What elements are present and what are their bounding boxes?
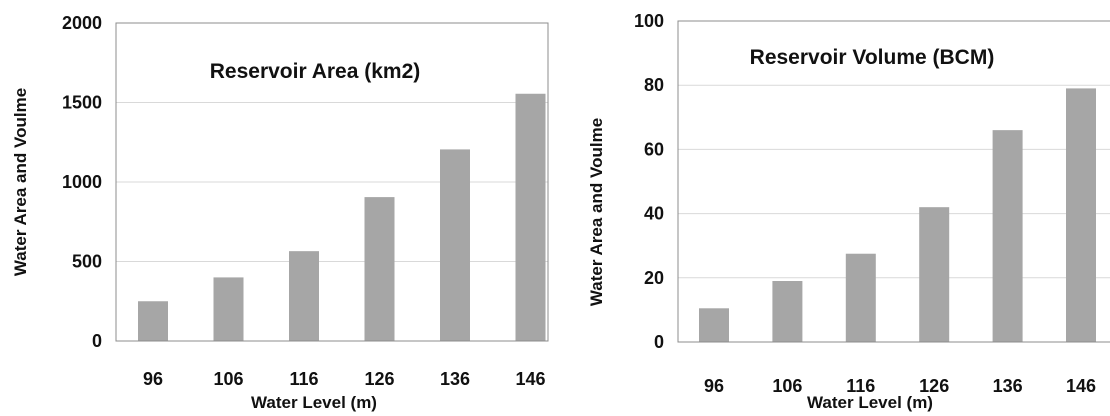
x-tick-label: 106: [213, 369, 243, 389]
gridlines: [116, 102, 548, 262]
chart-title: Reservoir Volume (BCM): [750, 46, 995, 69]
bar: [699, 308, 729, 342]
bar: [992, 130, 1023, 342]
x-tick-label: 106: [772, 376, 802, 396]
bars: [138, 93, 546, 341]
plot-area-border: [677, 20, 1110, 343]
y-tick-labels: 0 500 1000 1500 2000: [62, 13, 102, 351]
x-tick-labels: 96 106 116 126 136 146: [143, 369, 546, 389]
bar: [772, 281, 803, 342]
bar: [364, 197, 395, 341]
bar: [919, 207, 950, 342]
chart-title: Reservoir Area (km2): [210, 60, 421, 83]
bar: [1066, 88, 1096, 342]
y-tick-label: 0: [654, 332, 664, 352]
plot-area-border: [115, 22, 549, 342]
y-tick-label: 40: [644, 204, 664, 224]
x-tick-labels: 96 106 116 126 136 146: [704, 376, 1096, 396]
y-tick-label: 60: [644, 139, 664, 159]
x-tick-label: 96: [143, 369, 163, 389]
y-tick-label: 500: [72, 252, 102, 272]
x-tick-label: 146: [515, 369, 545, 389]
x-tick-label: 126: [919, 376, 949, 396]
chart-area: 0 500 1000 1500 2000 96 106 116 126 136 146 Reser…: [11, 13, 549, 412]
y-tick-label: 80: [644, 75, 664, 95]
x-tick-label: 116: [289, 369, 318, 389]
y-tick-labels: 0 20 40 60 80 100: [634, 11, 664, 352]
y-axis-label: Water Area and Voulme: [11, 88, 30, 276]
x-tick-label: 116: [846, 376, 875, 396]
y-tick-label: 1000: [62, 172, 102, 192]
bar: [440, 149, 470, 341]
gridlines: [678, 84, 1110, 279]
y-tick-label: 1500: [62, 93, 102, 113]
x-tick-label: 126: [364, 369, 394, 389]
y-tick-label: 20: [644, 268, 664, 288]
x-tick-label: 96: [704, 376, 724, 396]
y-axis-label: Water Area and Voulme: [587, 118, 606, 306]
y-tick-label: 100: [634, 11, 664, 31]
x-axis-label: Water Level (m): [251, 393, 377, 412]
bar: [515, 93, 546, 341]
y-tick-label: 0: [92, 331, 102, 351]
bars: [699, 88, 1096, 342]
x-tick-label: 136: [993, 376, 1023, 396]
x-tick-label: 136: [440, 369, 470, 389]
chart-volume: 0 20 40 60 80 100 96 106 116 126 136 146 Reservoir…: [587, 11, 1110, 412]
bar: [138, 301, 168, 341]
bar: [845, 253, 876, 342]
x-axis-label: Water Level (m): [807, 393, 933, 412]
x-tick-label: 146: [1066, 376, 1096, 396]
y-tick-label: 2000: [62, 13, 102, 33]
bar: [213, 277, 244, 341]
bar: [289, 251, 319, 341]
